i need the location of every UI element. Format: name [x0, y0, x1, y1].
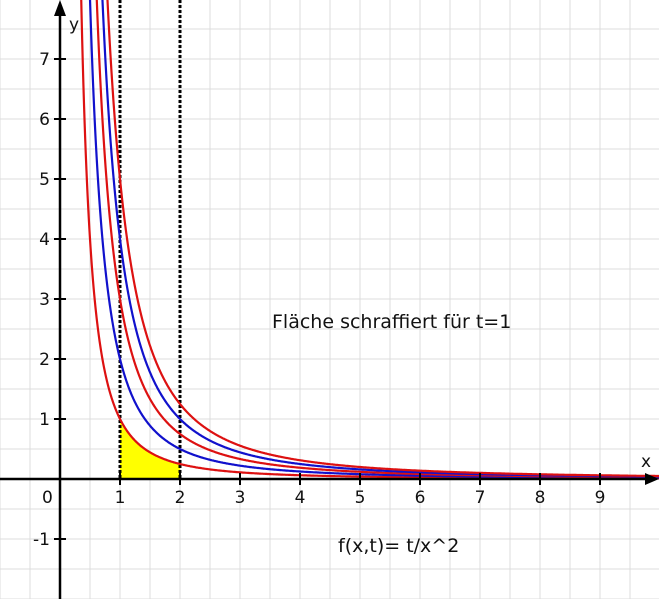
x-tick-label: 7 — [475, 488, 486, 508]
y-tick-label: 2 — [39, 350, 50, 370]
y-tick-label: 3 — [39, 290, 50, 310]
annotation-text: Fläche schraffiert für t=1 — [272, 311, 511, 333]
tick-labels: 1 2 3 4 5 6 7 8 9 -1 1 2 3 4 5 6 7 — [33, 50, 605, 550]
x-tick-label: 2 — [175, 488, 186, 508]
x-tick-label: 8 — [535, 488, 546, 508]
x-tick-label: 1 — [115, 488, 126, 508]
curves — [80, 0, 659, 480]
origin-label: 0 — [42, 488, 53, 508]
curve-t-5 — [106, 0, 659, 478]
y-tick-label: 6 — [39, 110, 50, 130]
formula-label: f(x,t)= t/x^2 — [338, 535, 459, 557]
x-tick-label: 3 — [235, 488, 246, 508]
shaded-area — [120, 419, 180, 479]
x-axis-arrow — [645, 473, 659, 485]
y-axis-label: y — [69, 15, 79, 35]
x-tick-label: 5 — [355, 488, 366, 508]
x-axis-label: x — [641, 452, 651, 472]
y-tick-label: 5 — [39, 170, 50, 190]
curve-t-4 — [101, 0, 659, 478]
y-tick-label: 1 — [39, 410, 50, 430]
y-axis-arrow — [54, 0, 66, 16]
y-tick-label: 4 — [39, 230, 50, 250]
y-tick-label: 7 — [39, 50, 50, 70]
y-tick-label: -1 — [33, 530, 50, 550]
x-tick-label: 6 — [415, 488, 426, 508]
x-tick-label: 4 — [295, 488, 306, 508]
x-tick-label: 9 — [595, 488, 606, 508]
